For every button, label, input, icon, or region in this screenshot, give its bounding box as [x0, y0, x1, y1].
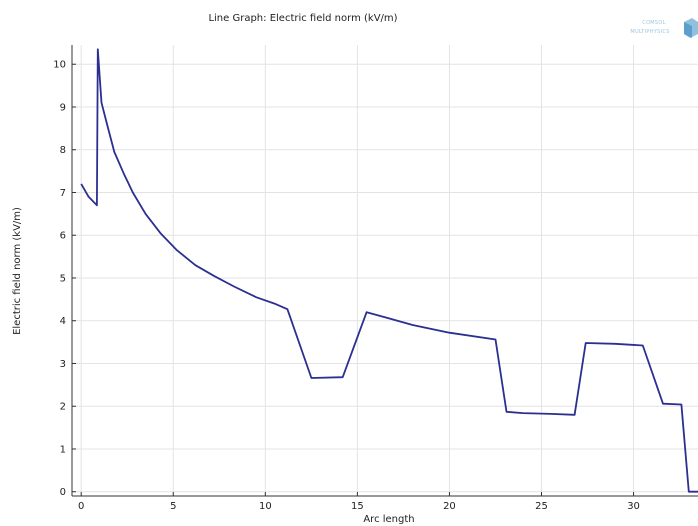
grid-lines: [72, 45, 698, 496]
axes: [71, 45, 698, 497]
y-tick-label: 6: [60, 231, 66, 242]
x-tick-label: 5: [170, 501, 176, 512]
y-tick-label: 5: [60, 273, 66, 284]
logo-line-2: MULTIPHYSICS: [630, 29, 669, 35]
x-tick-label: 25: [535, 501, 548, 512]
y-tick-label: 9: [60, 102, 66, 113]
x-tick-label: 15: [351, 501, 364, 512]
y-tick-label: 1: [60, 444, 66, 455]
series-line: [80, 48, 698, 493]
x-tick-label: 0: [78, 501, 84, 512]
y-tick-label: 4: [60, 316, 66, 327]
x-tick-labels: 0 5 10 15 20 25 30: [78, 501, 640, 512]
x-tick-label: 30: [627, 501, 640, 512]
data-series: [80, 48, 698, 493]
chart-title: Line Graph: Electric field norm (kV/m): [208, 13, 397, 24]
x-tick-label: 20: [443, 501, 456, 512]
y-tick-label: 3: [60, 359, 66, 370]
y-tick-labels: 0 1 2 3 4 5 6 7 8 9 10: [53, 60, 66, 498]
y-tick-label: 2: [60, 402, 66, 413]
comsol-logo: COMSOL MULTIPHYSICS: [630, 18, 698, 38]
logo-cube-icon: [684, 18, 698, 38]
y-tick-label: 7: [60, 188, 66, 199]
y-tick-label: 10: [53, 60, 66, 71]
y-tick-label: 0: [60, 487, 66, 498]
logo-line-1: COMSOL: [642, 20, 665, 26]
x-axis-label: Arc length: [363, 514, 414, 525]
x-tick-label: 10: [259, 501, 272, 512]
y-tick-label: 8: [60, 145, 66, 156]
y-axis-label: Electric field norm (kV/m): [12, 207, 23, 335]
